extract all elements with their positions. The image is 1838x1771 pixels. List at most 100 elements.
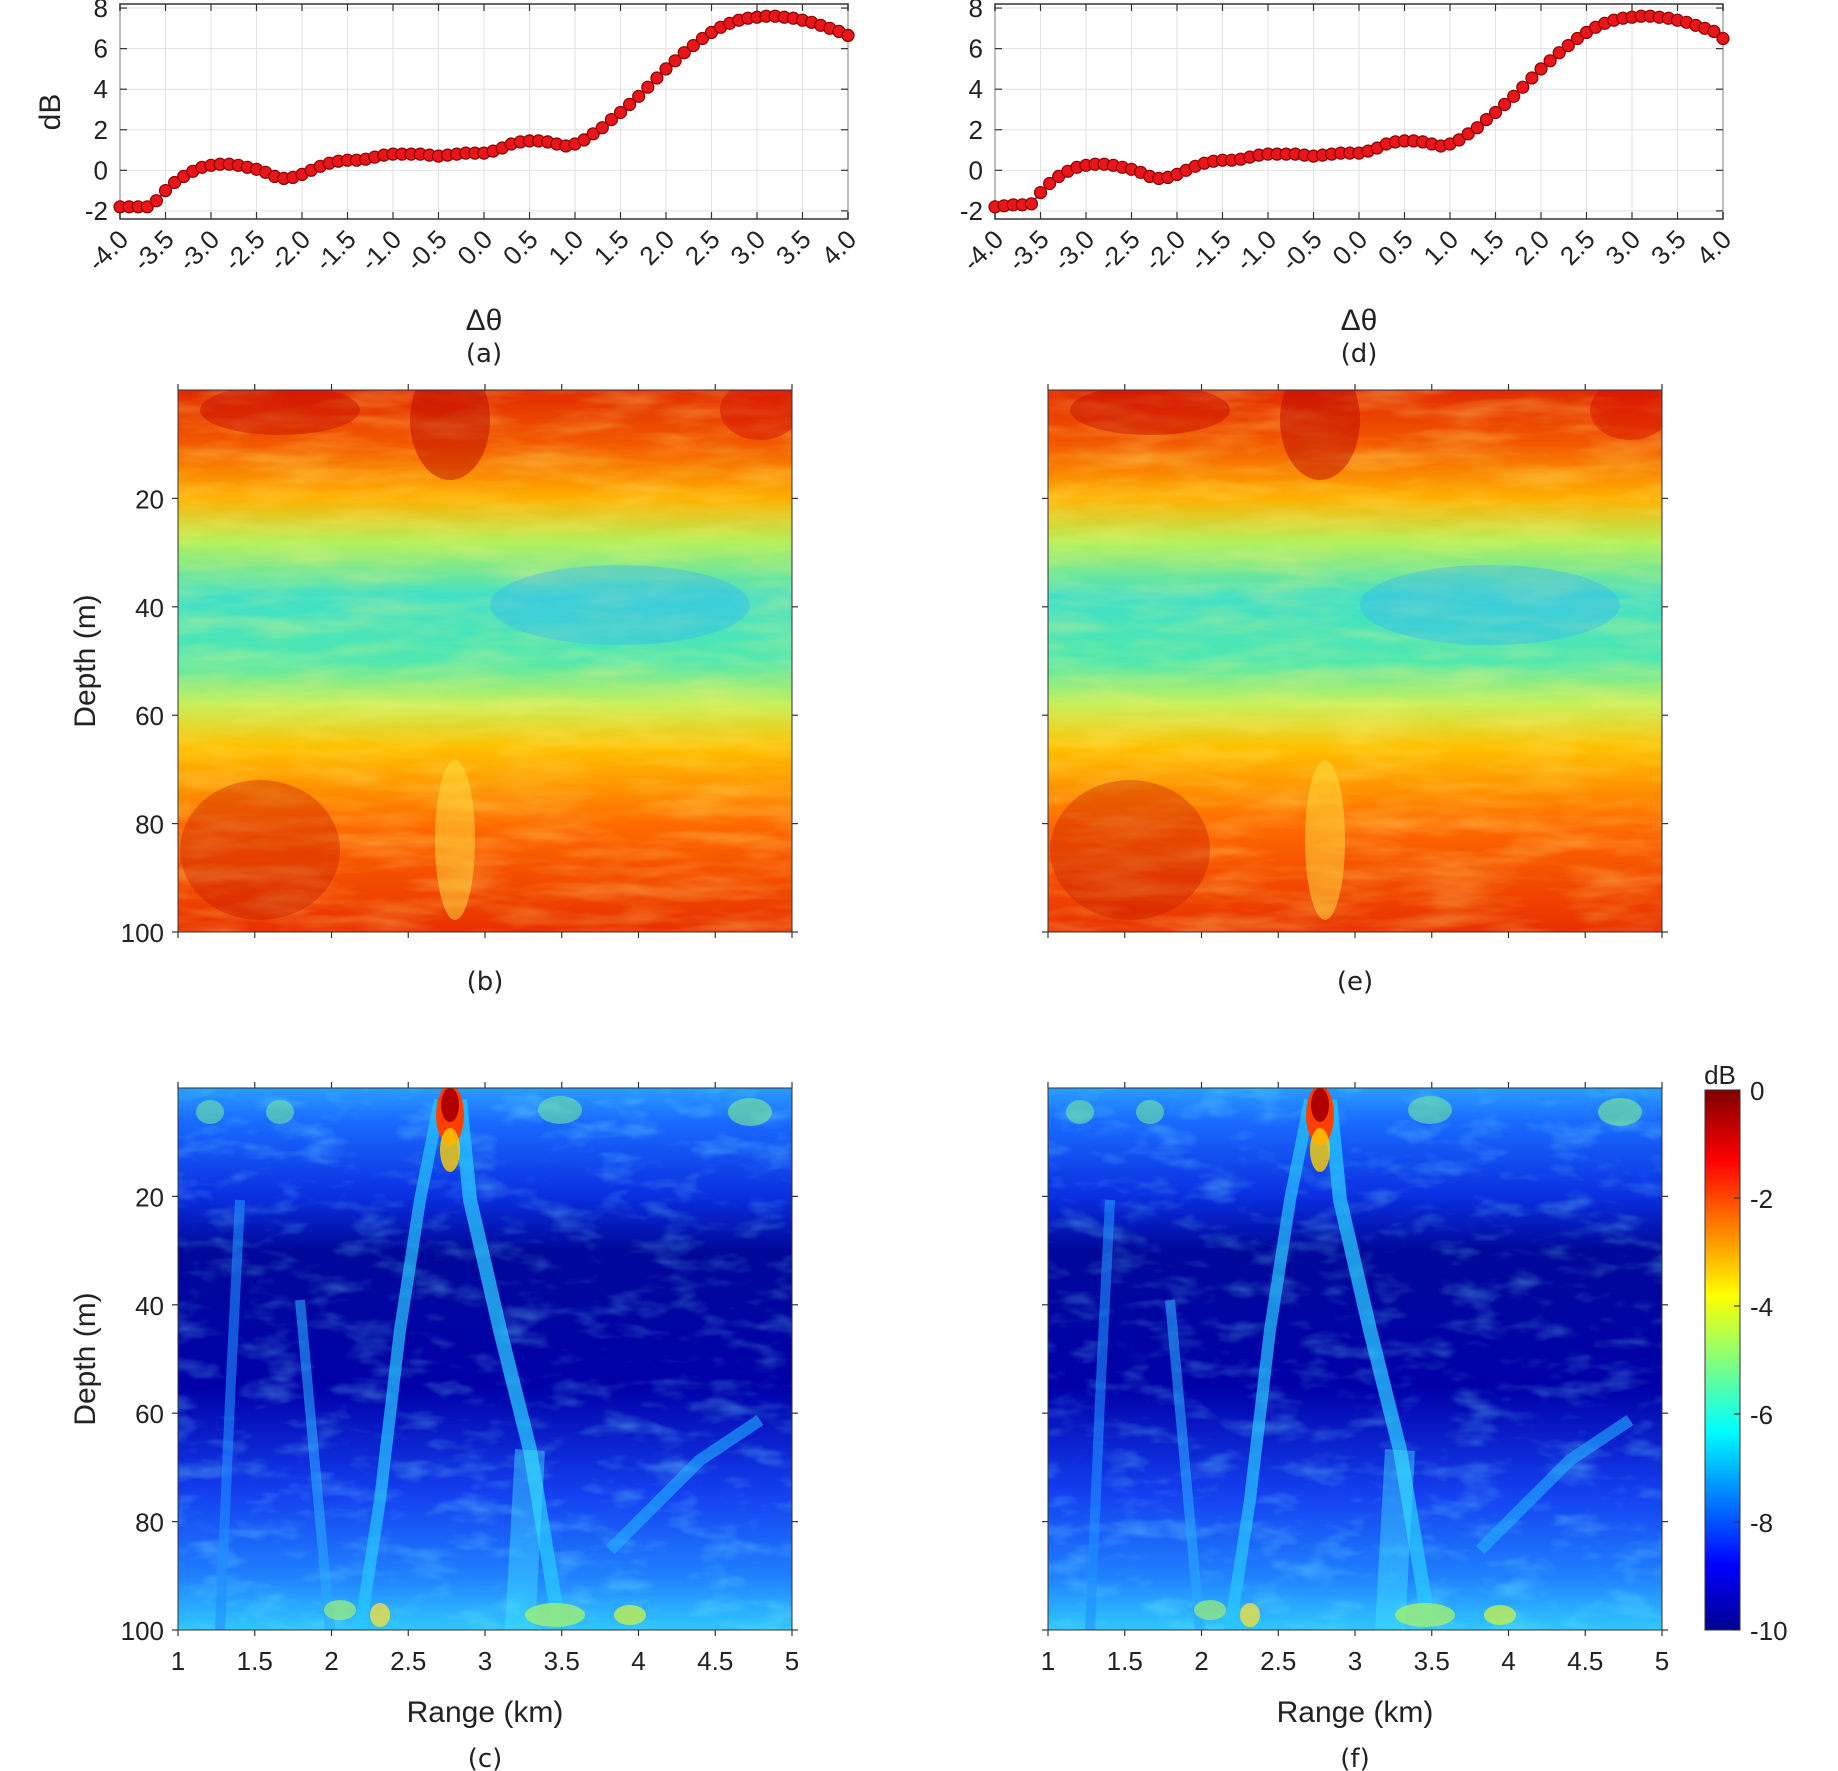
x-tick-label: 0.5 bbox=[1372, 224, 1419, 271]
y-tick-label: 2 bbox=[969, 115, 983, 145]
panel-a-xlabel: Δθ bbox=[466, 304, 503, 337]
y-tick-label: 60 bbox=[135, 701, 164, 731]
y-tick-label: 100 bbox=[121, 1616, 164, 1646]
y-tick-label: 2 bbox=[94, 115, 108, 145]
x-tick-label: 2.0 bbox=[633, 224, 680, 271]
x-tick-label: 5 bbox=[1655, 1646, 1669, 1676]
y-tick-label: 20 bbox=[135, 484, 164, 514]
x-tick-label: 2.0 bbox=[1508, 224, 1555, 271]
x-tick-label: -0.5 bbox=[400, 224, 453, 277]
panel-d-label: (d) bbox=[1341, 339, 1378, 369]
x-tick-label: 3.0 bbox=[724, 224, 771, 271]
x-tick-label: 0.5 bbox=[497, 224, 544, 271]
x-tick-label: -2.0 bbox=[263, 224, 316, 277]
x-tick-label: 4 bbox=[631, 1646, 645, 1676]
x-tick-label: -2.5 bbox=[1093, 224, 1146, 277]
panel-e-label: (e) bbox=[1337, 967, 1373, 997]
panel-c-field bbox=[178, 1085, 792, 1630]
colorbar-tick-label: -6 bbox=[1750, 1400, 1773, 1430]
panel-f-field bbox=[1048, 1085, 1662, 1630]
panel-f-xlabel: Range (km) bbox=[1277, 1696, 1434, 1729]
colorbar-tick-label: -4 bbox=[1750, 1292, 1773, 1322]
data-point-marker bbox=[642, 81, 654, 93]
x-tick-label: 2.5 bbox=[1554, 224, 1601, 271]
x-tick-label: -4.0 bbox=[81, 224, 134, 277]
panel-a-label: (a) bbox=[466, 339, 502, 369]
y-tick-label: 4 bbox=[969, 74, 983, 104]
panel-e-heatmap: (e) bbox=[1042, 360, 1670, 997]
panel-b-field bbox=[178, 360, 800, 932]
panel-a-ylabel: dB bbox=[34, 94, 67, 131]
x-tick-label: 1.5 bbox=[1463, 224, 1510, 271]
panel-d-xlabel: Δθ bbox=[1341, 304, 1378, 337]
colorbar-ticks: 0 -2 -4 -6 -8 -10 bbox=[1734, 1076, 1788, 1646]
panel-b-label: (b) bbox=[467, 967, 504, 997]
data-point-marker bbox=[150, 195, 162, 207]
x-tick-label: -3.5 bbox=[127, 224, 180, 277]
x-tick-label: 1.0 bbox=[1417, 224, 1464, 271]
panel-c-xlabel: Range (km) bbox=[407, 1696, 564, 1729]
x-tick-label: 3 bbox=[1348, 1646, 1362, 1676]
x-tick-label: 2 bbox=[1194, 1646, 1208, 1676]
y-tick-label: 6 bbox=[969, 34, 983, 64]
y-tick-label: 0 bbox=[969, 155, 983, 185]
x-tick-label: 1 bbox=[171, 1646, 185, 1676]
x-tick-label: -3.0 bbox=[172, 224, 225, 277]
y-tick-label: 80 bbox=[135, 1508, 164, 1538]
x-tick-label: 0.0 bbox=[451, 224, 498, 271]
y-tick-label: 6 bbox=[94, 34, 108, 64]
x-tick-label: 2.5 bbox=[679, 224, 726, 271]
x-tick-label: 1.5 bbox=[588, 224, 635, 271]
x-tick-label: -1.5 bbox=[309, 224, 362, 277]
data-point-marker bbox=[1508, 90, 1520, 102]
x-tick-label: 4.5 bbox=[697, 1646, 733, 1676]
x-tick-label: 2.5 bbox=[1260, 1646, 1296, 1676]
x-tick-label: -3.0 bbox=[1047, 224, 1100, 277]
y-tick-label: 4 bbox=[94, 74, 108, 104]
data-point-marker bbox=[1526, 72, 1538, 84]
x-tick-label: 1.5 bbox=[1107, 1646, 1143, 1676]
y-tick-label: 8 bbox=[94, 0, 108, 23]
x-tick-label: 3.5 bbox=[1645, 224, 1692, 271]
panel-c-ylabel: Depth (m) bbox=[69, 1292, 102, 1425]
colorbar-tick-label: -2 bbox=[1750, 1184, 1773, 1214]
y-tick-label: 80 bbox=[135, 810, 164, 840]
x-tick-label: 3.0 bbox=[1599, 224, 1646, 271]
colorbar-tick-label: 0 bbox=[1750, 1076, 1764, 1106]
x-tick-label: 2 bbox=[324, 1646, 338, 1676]
panel-b-ylabel: Depth (m) bbox=[69, 594, 102, 727]
data-point-marker bbox=[651, 72, 663, 84]
y-tick-label: 60 bbox=[135, 1399, 164, 1429]
y-tick-label: 0 bbox=[94, 155, 108, 185]
panel-f-label: (f) bbox=[1340, 1744, 1369, 1771]
x-tick-label: 3 bbox=[478, 1646, 492, 1676]
figure: -202468 -4.0-3.5-3.0-2.5-2.0-1.5-1.0-0.5… bbox=[0, 0, 1838, 1771]
colorbar: dB 0-2-4-6-8-10 bbox=[1704, 1060, 1787, 1646]
x-tick-label: 4.0 bbox=[815, 224, 862, 271]
panel-b-heatmap: 20 40 60 80 100 Depth (m) (b) bbox=[69, 360, 800, 997]
data-point-marker bbox=[1025, 198, 1037, 210]
panel-f-heatmap: 1 1.5 2 2.5 3 3.5 4 4.5 5 Range (km) (f) bbox=[1041, 1082, 1669, 1771]
x-tick-label: 4 bbox=[1501, 1646, 1515, 1676]
y-tick-label: 20 bbox=[135, 1182, 164, 1212]
colorbar-gradient bbox=[1705, 1090, 1740, 1630]
panel-e-field bbox=[1048, 360, 1670, 932]
x-tick-label: -4.0 bbox=[956, 224, 1009, 277]
x-tick-label: -1.0 bbox=[1229, 224, 1282, 277]
x-tick-label: 1.5 bbox=[237, 1646, 273, 1676]
x-tick-label: 3.5 bbox=[770, 224, 817, 271]
panel-a-line-chart: -2 0 2 4 6 8 -4.0-3.5-3.0-2.5-2.0-1.5-1.0-0.5… bbox=[34, 0, 862, 369]
data-point-marker bbox=[1717, 33, 1729, 45]
y-tick-label: 100 bbox=[121, 918, 164, 948]
x-tick-label: -2.5 bbox=[218, 224, 271, 277]
x-tick-label: 1.0 bbox=[542, 224, 589, 271]
panel-c-label: (c) bbox=[468, 1744, 503, 1771]
x-tick-label: -0.5 bbox=[1275, 224, 1328, 277]
x-tick-label: 4.0 bbox=[1690, 224, 1737, 271]
x-tick-label: 0.0 bbox=[1326, 224, 1373, 271]
y-tick-label: 8 bbox=[969, 0, 983, 23]
x-tick-label: 3.5 bbox=[1414, 1646, 1450, 1676]
colorbar-label: dB bbox=[1704, 1060, 1736, 1090]
data-point-marker bbox=[842, 29, 854, 41]
